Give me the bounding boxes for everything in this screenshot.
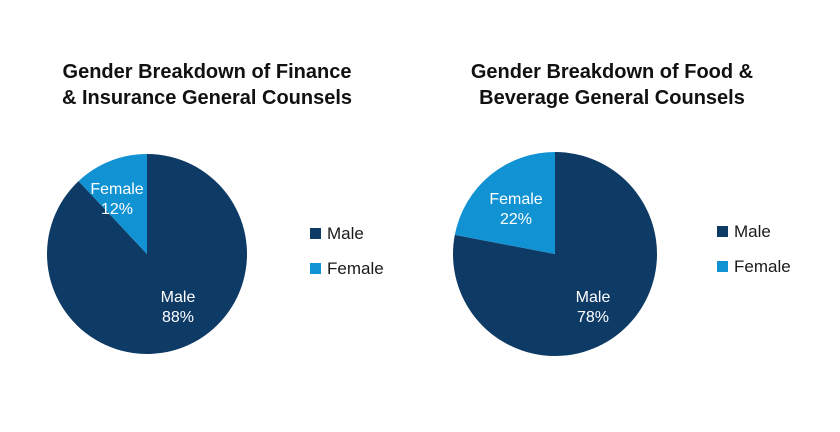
slice-label-male: Male xyxy=(161,289,196,306)
legend-label-female: Female xyxy=(327,259,384,278)
slice-label-female: Female xyxy=(489,191,542,208)
slice-label-male: Male xyxy=(576,289,611,306)
chart-legend: Male Female xyxy=(717,222,791,276)
legend-label-male: Male xyxy=(327,224,364,243)
chart-legend: Male Female xyxy=(310,224,384,278)
slice-value-female: 22% xyxy=(500,211,532,228)
pie-slice-female xyxy=(78,154,147,254)
pie-chart-2: Gender Breakdown of Food & Beverage Gener… xyxy=(453,61,791,356)
slice-label-female: Female xyxy=(90,181,143,198)
legend-swatch-female xyxy=(310,263,321,274)
legend-label-male: Male xyxy=(734,222,771,241)
legend-swatch-male xyxy=(717,226,728,237)
slice-value-female: 12% xyxy=(101,201,133,218)
chart-title-line: Gender Breakdown of Finance xyxy=(63,61,352,83)
pie-slice-female xyxy=(454,152,555,254)
legend-swatch-female xyxy=(717,261,728,272)
slice-value-male: 88% xyxy=(162,309,194,326)
legend-swatch-male xyxy=(310,228,321,239)
chart-title-line: & Insurance General Counsels xyxy=(62,87,352,109)
pie-chart-1: Gender Breakdown of Finance & Insurance G… xyxy=(46,61,384,354)
legend-label-female: Female xyxy=(734,257,791,276)
slice-value-male: 78% xyxy=(577,309,609,326)
chart-title-line: Beverage General Counsels xyxy=(479,87,745,109)
chart-title-line: Gender Breakdown of Food & xyxy=(471,61,753,83)
